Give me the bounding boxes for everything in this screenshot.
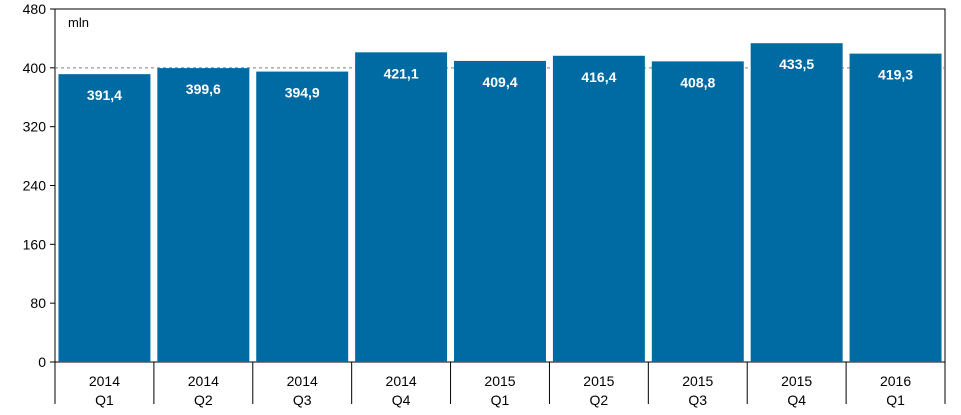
data-label: 391,4 xyxy=(87,87,122,103)
bar xyxy=(552,55,645,363)
y-tick-label: 80 xyxy=(30,295,46,311)
y-tick-label: 0 xyxy=(38,354,46,370)
x-category-year: 2015 xyxy=(484,373,515,389)
bar xyxy=(849,53,942,362)
x-category-year: 2014 xyxy=(188,373,219,389)
data-label: 421,1 xyxy=(384,65,419,81)
data-label: 394,9 xyxy=(285,85,320,101)
x-category-year: 2014 xyxy=(386,373,417,389)
x-category-quarter: Q2 xyxy=(194,392,213,408)
x-category-year: 2014 xyxy=(89,373,120,389)
x-category-year: 2014 xyxy=(287,373,318,389)
bar xyxy=(157,68,250,362)
x-category-quarter: Q4 xyxy=(787,392,806,408)
x-category-year: 2015 xyxy=(682,373,713,389)
x-category-year: 2015 xyxy=(583,373,614,389)
y-tick-label: 160 xyxy=(23,236,47,252)
x-category-quarter: Q2 xyxy=(590,392,609,408)
x-category-quarter: Q3 xyxy=(688,392,707,408)
bar xyxy=(454,60,546,363)
y-tick-label: 400 xyxy=(23,60,47,76)
x-category-quarter: Q1 xyxy=(886,392,905,408)
y-tick-label: 240 xyxy=(23,178,47,194)
data-label: 419,3 xyxy=(878,67,913,83)
bar xyxy=(750,43,843,363)
y-tick-label: 320 xyxy=(23,119,47,135)
y-tick-label: 480 xyxy=(23,1,47,17)
data-label: 433,5 xyxy=(779,56,814,72)
x-category-quarter: Q1 xyxy=(95,392,114,408)
data-label: 399,6 xyxy=(186,81,221,97)
bar xyxy=(651,61,744,363)
x-category-year: 2016 xyxy=(880,373,911,389)
bar xyxy=(355,52,448,362)
data-label: 408,8 xyxy=(680,74,715,90)
unit-label: mln xyxy=(68,15,89,30)
x-category-year: 2015 xyxy=(781,373,812,389)
data-label: 416,4 xyxy=(581,69,616,85)
x-category-quarter: Q4 xyxy=(392,392,411,408)
data-label: 409,4 xyxy=(482,74,517,90)
x-category-quarter: Q1 xyxy=(491,392,510,408)
x-category-quarter: Q3 xyxy=(293,392,312,408)
bar xyxy=(58,74,151,363)
bar xyxy=(256,71,349,363)
